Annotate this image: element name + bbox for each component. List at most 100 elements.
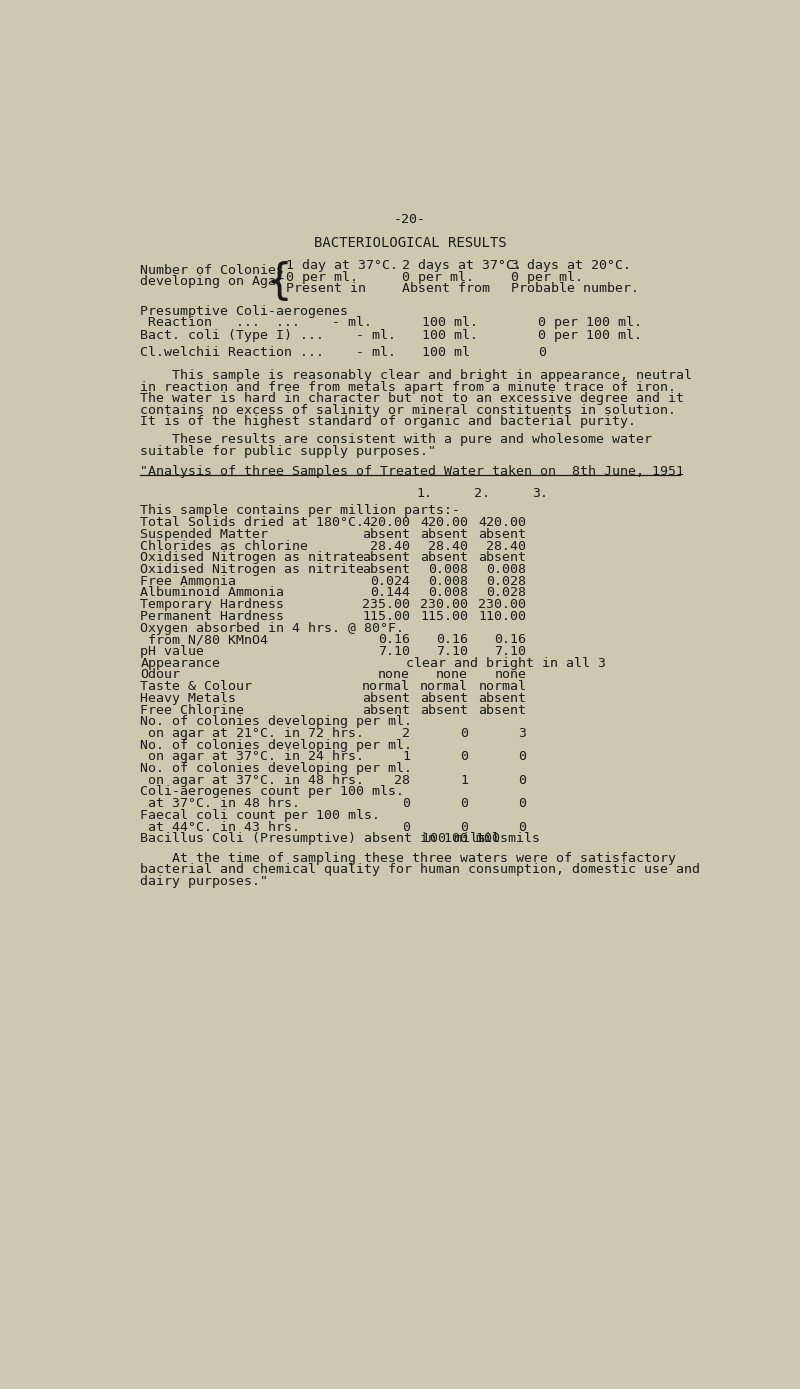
Text: normal: normal xyxy=(420,681,468,693)
Text: Temporary Hardness: Temporary Hardness xyxy=(140,599,284,611)
Text: 1 day at 37°C.: 1 day at 37°C. xyxy=(286,260,398,272)
Text: contains no excess of salinity or mineral constituents in solution.: contains no excess of salinity or minera… xyxy=(140,404,676,417)
Text: dairy purposes.": dairy purposes." xyxy=(140,875,268,888)
Text: Free Chlorine: Free Chlorine xyxy=(140,703,244,717)
Text: 28: 28 xyxy=(394,774,410,786)
Text: 235.00: 235.00 xyxy=(362,599,410,611)
Text: Taste & Colour: Taste & Colour xyxy=(140,681,252,693)
Text: absent: absent xyxy=(362,551,410,564)
Text: -20-: -20- xyxy=(394,213,426,226)
Text: absent: absent xyxy=(420,551,468,564)
Text: 0 per 100 ml.: 0 per 100 ml. xyxy=(538,329,642,342)
Text: It is of the highest standard of organic and bacterial purity.: It is of the highest standard of organic… xyxy=(140,415,636,428)
Text: absent: absent xyxy=(478,528,526,540)
Text: at 44°C. in 43 hrs.: at 44°C. in 43 hrs. xyxy=(140,821,300,833)
Text: 0 per ml.: 0 per ml. xyxy=(510,271,582,283)
Text: from N/80 KMnO4: from N/80 KMnO4 xyxy=(140,633,268,646)
Text: 7.10: 7.10 xyxy=(436,644,468,658)
Text: 420.00: 420.00 xyxy=(420,517,468,529)
Text: 0: 0 xyxy=(460,797,468,810)
Text: 0: 0 xyxy=(402,797,410,810)
Text: 230.00: 230.00 xyxy=(478,599,526,611)
Text: none: none xyxy=(378,668,410,682)
Text: 7.10: 7.10 xyxy=(378,644,410,658)
Text: Oxygen absorbed in 4 hrs. @ 80°F.: Oxygen absorbed in 4 hrs. @ 80°F. xyxy=(140,622,404,635)
Text: 420.00: 420.00 xyxy=(478,517,526,529)
Text: absent: absent xyxy=(362,703,410,717)
Text: absent: absent xyxy=(420,692,468,704)
Text: 7.10: 7.10 xyxy=(494,644,526,658)
Text: absent: absent xyxy=(478,692,526,704)
Text: 1: 1 xyxy=(402,750,410,764)
Text: bacterial and chemical quality for human consumption, domestic use and: bacterial and chemical quality for human… xyxy=(140,863,700,876)
Text: normal: normal xyxy=(478,681,526,693)
Text: Absent from: Absent from xyxy=(402,282,490,296)
Text: 110.00: 110.00 xyxy=(478,610,526,622)
Text: Albuminoid Ammonia: Albuminoid Ammonia xyxy=(140,586,284,600)
Text: on agar at 21°C. in 72 hrs.: on agar at 21°C. in 72 hrs. xyxy=(140,726,364,740)
Text: pH value: pH value xyxy=(140,644,204,658)
Text: BACTERIOLOGICAL RESULTS: BACTERIOLOGICAL RESULTS xyxy=(314,236,506,250)
Text: Probable number.: Probable number. xyxy=(510,282,638,296)
Text: Reaction   ...  ...    - ml.: Reaction ... ... - ml. xyxy=(140,317,372,329)
Text: 100 ml.: 100 ml. xyxy=(422,317,478,329)
Text: Odour: Odour xyxy=(140,668,180,682)
Text: Oxidised Nitrogen as nitrite: Oxidised Nitrogen as nitrite xyxy=(140,563,364,576)
Text: 0.008: 0.008 xyxy=(428,563,468,576)
Text: No. of colonies developing per ml.: No. of colonies developing per ml. xyxy=(140,715,412,728)
Text: 0.008: 0.008 xyxy=(428,586,468,600)
Text: At the time of sampling these three waters were of satisfactory: At the time of sampling these three wate… xyxy=(140,851,676,865)
Text: developing on Agar: developing on Agar xyxy=(140,275,284,289)
Text: Heavy Metals: Heavy Metals xyxy=(140,692,236,704)
Text: 2.: 2. xyxy=(474,488,490,500)
Text: 28.40: 28.40 xyxy=(428,540,468,553)
Text: 0.16: 0.16 xyxy=(436,633,468,646)
Text: 100 ml.: 100 ml. xyxy=(422,329,478,342)
Text: Presumptive Coli-aerogenes: Presumptive Coli-aerogenes xyxy=(140,304,348,318)
Text: 0: 0 xyxy=(460,750,468,764)
Text: clear and bright in all 3: clear and bright in all 3 xyxy=(406,657,606,669)
Text: 0: 0 xyxy=(518,750,526,764)
Text: absent: absent xyxy=(362,692,410,704)
Text: {: { xyxy=(266,261,292,303)
Text: 0.008: 0.008 xyxy=(486,563,526,576)
Text: 2 days at 37°C.: 2 days at 37°C. xyxy=(402,260,522,272)
Text: Appearance: Appearance xyxy=(140,657,220,669)
Text: Free Ammonia: Free Ammonia xyxy=(140,575,236,588)
Text: normal: normal xyxy=(362,681,410,693)
Text: This sample contains per million parts:-: This sample contains per million parts:- xyxy=(140,504,460,517)
Text: 0: 0 xyxy=(460,726,468,740)
Text: No. of colonies developing per ml.: No. of colonies developing per ml. xyxy=(140,763,412,775)
Text: none: none xyxy=(494,668,526,682)
Text: 0.16: 0.16 xyxy=(378,633,410,646)
Text: 0 per ml.: 0 per ml. xyxy=(286,271,358,283)
Text: suitable for public supply purposes.": suitable for public supply purposes." xyxy=(140,444,436,457)
Text: This sample is reasonably clear and bright in appearance, neutral: This sample is reasonably clear and brig… xyxy=(140,369,692,382)
Text: 115.00: 115.00 xyxy=(420,610,468,622)
Text: Bacillus Coli (Presumptive) absent in 100 mils: Bacillus Coli (Presumptive) absent in 10… xyxy=(140,832,508,846)
Text: Number of Colonies: Number of Colonies xyxy=(140,264,284,276)
Text: 100 mils: 100 mils xyxy=(422,832,486,846)
Text: absent: absent xyxy=(420,703,468,717)
Text: 0.144: 0.144 xyxy=(370,586,410,600)
Text: Coli-aerogenes count per 100 mls.: Coli-aerogenes count per 100 mls. xyxy=(140,785,404,799)
Text: No. of colonies developing per ml.: No. of colonies developing per ml. xyxy=(140,739,412,751)
Text: on agar at 37°C. in 48 hrs.: on agar at 37°C. in 48 hrs. xyxy=(140,774,364,786)
Text: The water is hard in character but not to an excessive degree and it: The water is hard in character but not t… xyxy=(140,392,684,406)
Text: 420.00: 420.00 xyxy=(362,517,410,529)
Text: 100 mils: 100 mils xyxy=(476,832,540,846)
Text: Chlorides as chlorine: Chlorides as chlorine xyxy=(140,540,308,553)
Text: 28.40: 28.40 xyxy=(486,540,526,553)
Text: "Analysis of three Samples of Treated Water taken on  8th June, 1951: "Analysis of three Samples of Treated Wa… xyxy=(140,465,684,478)
Text: 0: 0 xyxy=(538,346,546,360)
Text: absent: absent xyxy=(420,528,468,540)
Text: 28.40: 28.40 xyxy=(370,540,410,553)
Text: 0: 0 xyxy=(460,821,468,833)
Text: 1.: 1. xyxy=(416,488,432,500)
Text: 0: 0 xyxy=(518,774,526,786)
Text: 100 ml: 100 ml xyxy=(422,346,470,360)
Text: 230.00: 230.00 xyxy=(420,599,468,611)
Text: Oxidised Nitrogen as nitrate: Oxidised Nitrogen as nitrate xyxy=(140,551,364,564)
Text: 0: 0 xyxy=(402,821,410,833)
Text: absent: absent xyxy=(478,551,526,564)
